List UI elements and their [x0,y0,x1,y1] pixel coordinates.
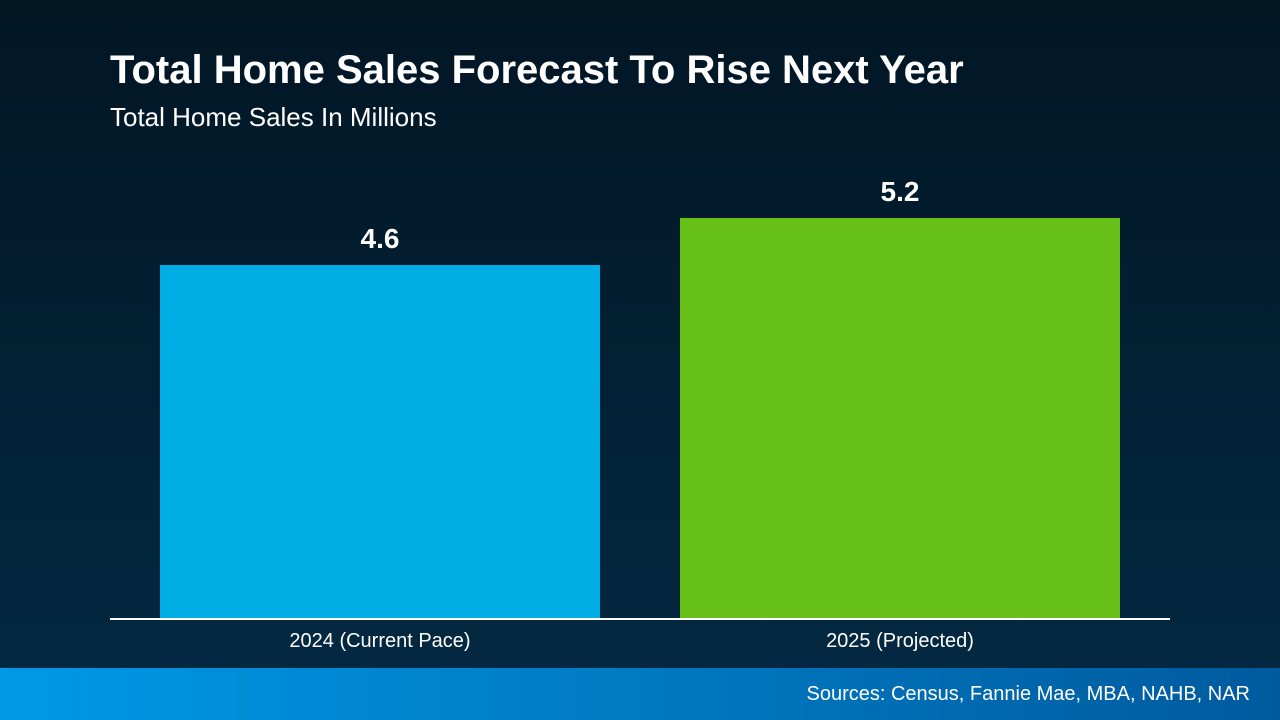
bar-2025 [680,218,1120,620]
sources-text: Sources: Census, Fannie Mae, MBA, NAHB, … [807,683,1251,706]
footer-bar: Sources: Census, Fannie Mae, MBA, NAHB, … [0,668,1280,720]
chart-plot-area: 4.6 5.2 [110,170,1170,620]
chart-subtitle: Total Home Sales In Millions [110,102,437,133]
bar-2024 [160,265,600,620]
bar-group-2024: 4.6 [160,170,600,620]
bar-label-2025: 2025 (Projected) [680,630,1120,653]
chart-stage: Total Home Sales Forecast To Rise Next Y… [0,0,1280,720]
bar-value-2025: 5.2 [680,176,1120,208]
bar-group-2025: 5.2 [680,170,1120,620]
bar-label-2024: 2024 (Current Pace) [160,630,600,653]
x-axis-line [110,618,1170,620]
chart-title: Total Home Sales Forecast To Rise Next Y… [110,48,964,93]
bar-value-2024: 4.6 [160,223,600,255]
